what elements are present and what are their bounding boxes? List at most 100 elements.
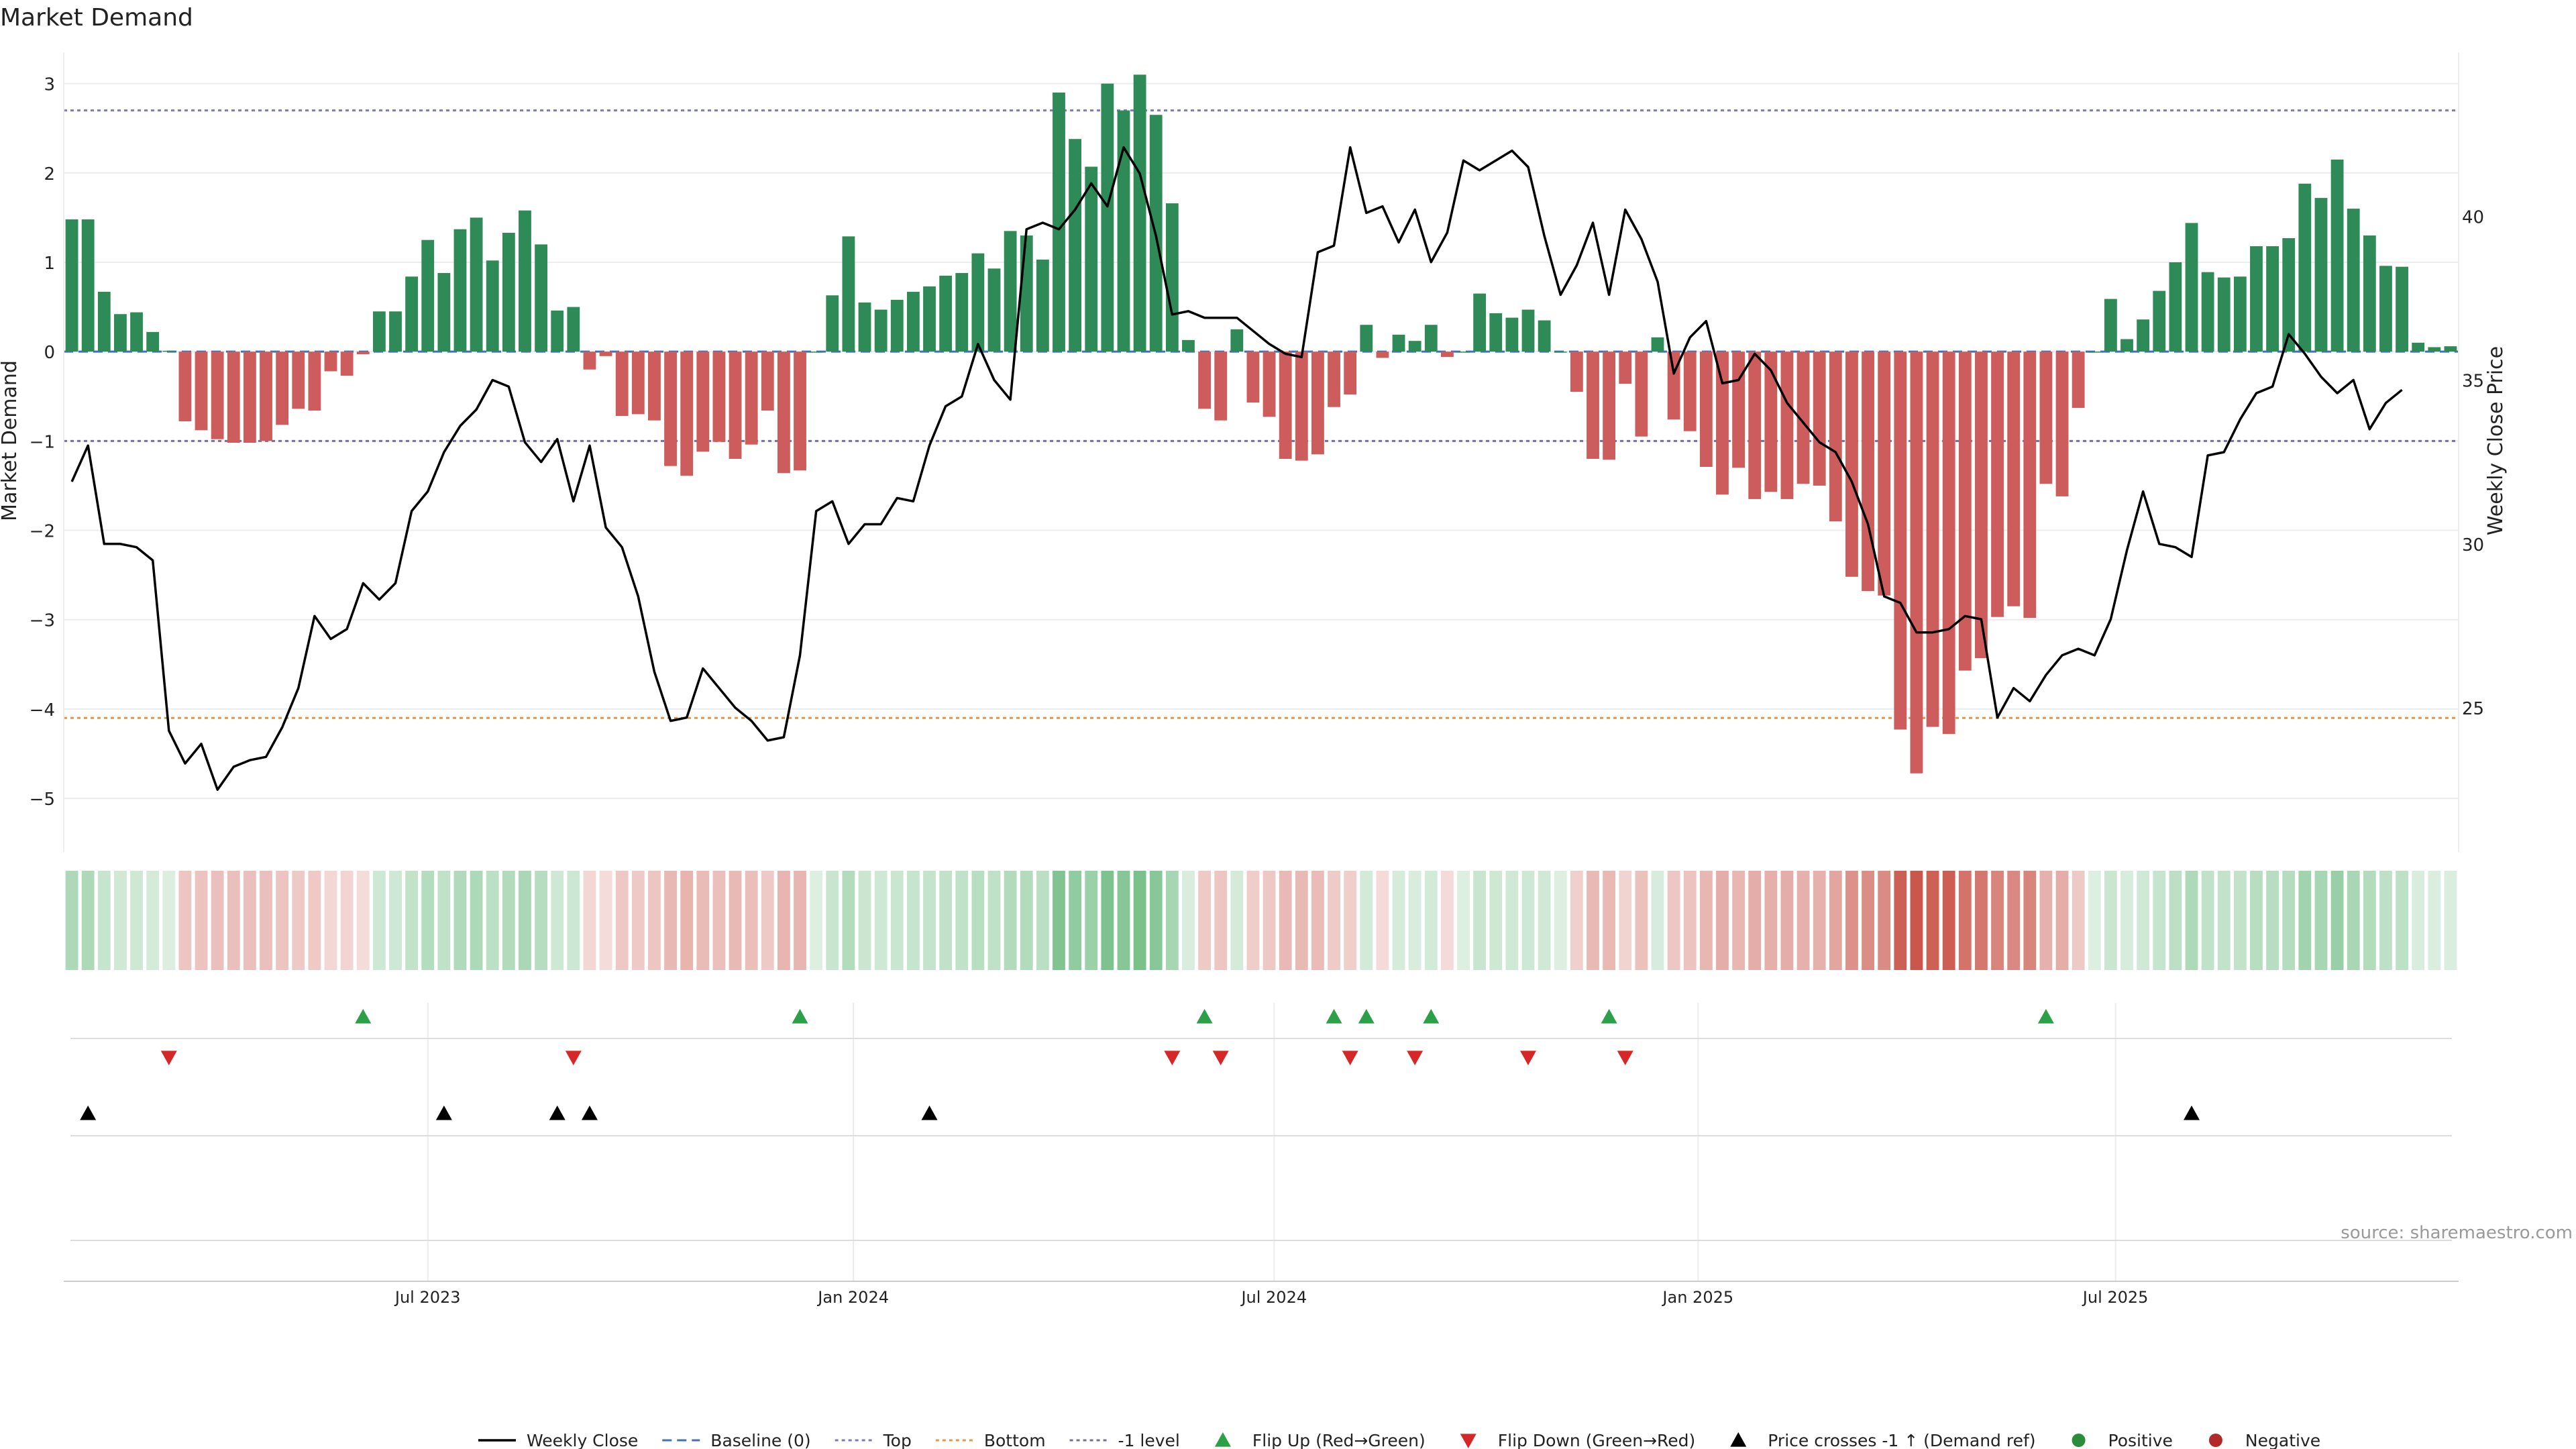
demand-bar (1975, 352, 1988, 658)
y-tick-label: −4 (30, 700, 55, 720)
legend-swatch (2208, 1434, 2222, 1447)
heat-cell (761, 871, 774, 970)
heat-cell (1246, 871, 1260, 970)
demand-bar (1942, 352, 1955, 735)
heat-cell (1862, 871, 1874, 970)
heat-cell (1910, 871, 1923, 970)
flip-down-marker (160, 1051, 177, 1065)
demand-bar (243, 352, 256, 443)
heat-cell (2185, 871, 2198, 970)
demand-bar (1004, 231, 1017, 352)
heat-cell (114, 871, 127, 970)
heat-cell (308, 871, 321, 970)
heat-cell (178, 871, 192, 970)
legend-label: Positive (2108, 1431, 2173, 1449)
heat-cell (1214, 871, 1228, 970)
heat-cell (2298, 871, 2312, 970)
legend-swatch (1460, 1434, 1477, 1448)
heat-cell (486, 871, 499, 970)
heat-cell (1489, 871, 1503, 970)
demand-bar (2201, 272, 2214, 352)
demand-bar (405, 276, 419, 352)
demand-bar (906, 291, 920, 352)
demand-bar (583, 352, 596, 370)
heat-cell (1845, 871, 1858, 970)
demand-bar (340, 352, 354, 376)
demand-bar (923, 286, 936, 352)
demand-bar (1117, 110, 1130, 352)
demand-bar (680, 352, 694, 476)
heat-cell (1392, 871, 1405, 970)
heat-cell (2363, 871, 2376, 970)
demand-bar (2169, 262, 2182, 352)
heat-cell (1554, 871, 1567, 970)
heat-cell (1133, 871, 1146, 970)
demand-bar (712, 352, 726, 442)
demand-bar (2185, 223, 2198, 352)
demand-bar (324, 352, 337, 372)
demand-bar (1263, 352, 1276, 417)
heat-cell (2007, 871, 2021, 970)
heat-cell (810, 871, 823, 970)
heat-cell (1376, 871, 1389, 970)
demand-bar (2088, 352, 2101, 353)
demand-bar (1376, 352, 1389, 358)
demand-bar (1360, 325, 1373, 352)
demand-bar (1813, 352, 1826, 486)
heat-cell (519, 871, 531, 970)
demand-bar (2250, 246, 2263, 352)
demand-bar (130, 312, 143, 352)
heat-cell (1473, 871, 1487, 970)
heat-cell (567, 871, 580, 970)
demand-bar (308, 352, 321, 411)
heat-cell (712, 871, 726, 970)
demand-bar (2104, 299, 2117, 352)
heat-cell (2347, 871, 2360, 970)
demand-bar (2298, 183, 2312, 352)
demand-bar (1894, 352, 1907, 730)
heat-cell (405, 871, 419, 970)
y-tick-label: −1 (30, 432, 55, 452)
heat-cell (97, 871, 111, 970)
demand-bar (1780, 352, 1794, 499)
legend-label: Negative (2245, 1431, 2320, 1449)
weekly-close-line (70, 146, 2403, 791)
heat-cell (81, 871, 95, 970)
heat-cell (1053, 871, 1065, 970)
legend-item: Flip Down (Green→Red) (1460, 1431, 1695, 1449)
heat-cell (2039, 871, 2053, 970)
heat-cell (1635, 871, 1648, 970)
demand-bar (372, 311, 386, 352)
flip-up-marker (355, 1009, 372, 1024)
heat-cell (1101, 871, 1114, 970)
flip-down-marker (1407, 1051, 1424, 1065)
demand-bar (519, 210, 531, 352)
demand-bar (1053, 92, 1065, 352)
flip-up-marker (1601, 1009, 1617, 1024)
heat-cell (1926, 871, 1939, 970)
demand-bar (729, 352, 742, 459)
price-cross-marker (581, 1106, 598, 1120)
demand-bar (2379, 266, 2392, 352)
demand-bar (1133, 74, 1146, 352)
demand-bar (292, 352, 305, 409)
demand-bar (1408, 341, 1421, 352)
y2-tick-label: 25 (2462, 699, 2484, 719)
heat-cell (1699, 871, 1713, 970)
heat-cell (631, 871, 645, 970)
legend-item: Top (835, 1431, 912, 1449)
y-tick-label: −2 (30, 522, 55, 542)
heat-cell (1521, 871, 1535, 970)
heat-cell (1036, 871, 1049, 970)
demand-bar (2412, 342, 2425, 352)
demand-bar (1748, 352, 1762, 499)
heat-cell (2217, 871, 2231, 970)
demand-bar (1570, 352, 1583, 392)
demand-bar (2072, 352, 2085, 409)
y-tick-label: 2 (44, 164, 55, 184)
demand-bar (356, 352, 370, 355)
legend-item: Baseline (0) (662, 1431, 811, 1449)
demand-bar (1862, 352, 1874, 592)
heat-cell (292, 871, 305, 970)
heat-cell (1457, 871, 1470, 970)
